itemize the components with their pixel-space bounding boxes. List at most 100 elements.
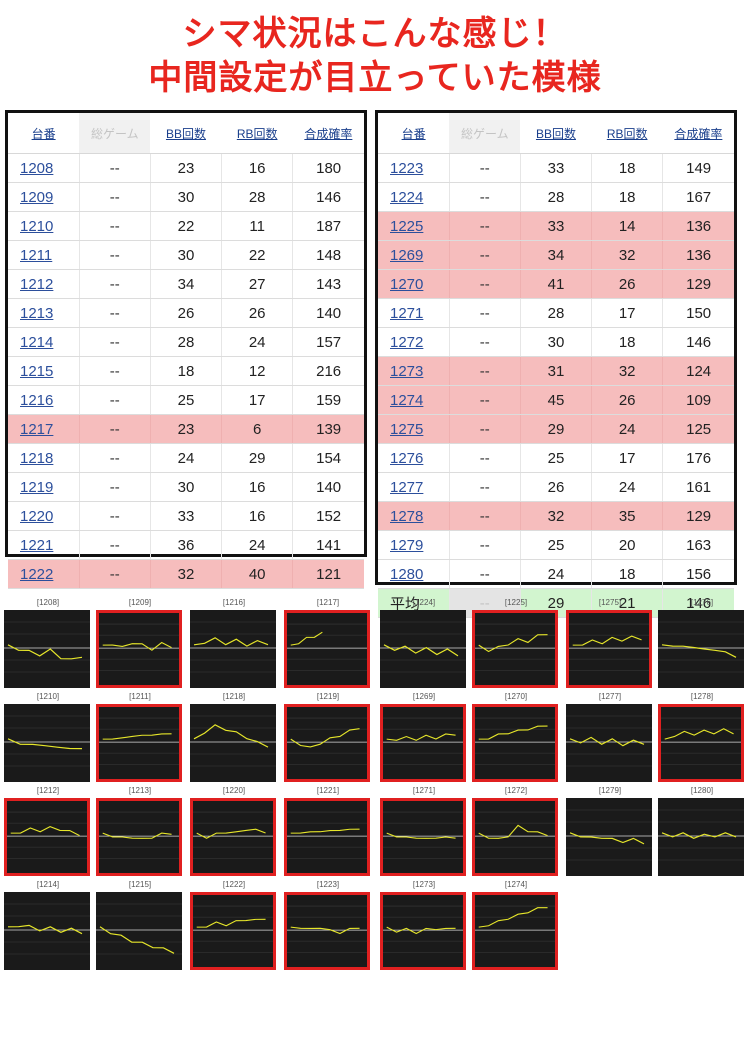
- slump-graph-card[interactable]: [1216]: [188, 598, 280, 690]
- machine-number-link[interactable]: 1273: [378, 356, 450, 386]
- machine-number-link[interactable]: 1211: [8, 240, 80, 270]
- machine-number-link[interactable]: 1216: [8, 385, 80, 415]
- total-games-cell: --: [78, 472, 151, 502]
- machine-number-link[interactable]: 1214: [8, 327, 80, 357]
- machine-number-link[interactable]: 1208: [8, 153, 80, 183]
- total-games-cell: --: [448, 530, 521, 560]
- slump-graph-card[interactable]: [1213]: [94, 786, 186, 878]
- machine-number-link[interactable]: 1210: [8, 211, 80, 241]
- total-games-cell: --: [78, 559, 151, 589]
- table-row: 1273 -- 31 32 124: [378, 356, 734, 386]
- header-combined-prob[interactable]: 合成確率: [662, 113, 734, 154]
- slump-graph: [96, 704, 182, 782]
- slump-graph-card[interactable]: [1211]: [94, 692, 186, 784]
- machine-number-link[interactable]: 1270: [378, 269, 450, 299]
- total-games-cell: --: [448, 327, 521, 357]
- slump-graph-card[interactable]: [1280]: [656, 786, 748, 878]
- slump-trend-line: [196, 828, 266, 839]
- machine-number-link[interactable]: 1278: [378, 501, 450, 531]
- slump-graph: [380, 704, 466, 782]
- total-games-cell: --: [78, 385, 151, 415]
- combined-prob-cell: 125: [662, 414, 734, 444]
- slump-graph-svg: [475, 905, 555, 953]
- combined-prob-cell: 180: [292, 153, 364, 183]
- slump-graph-card[interactable]: [1277]: [564, 692, 656, 784]
- slump-graph-card[interactable]: [1221]: [282, 786, 374, 878]
- slump-graph-card[interactable]: [1223]: [282, 880, 374, 972]
- slump-graph-card[interactable]: [1274]: [470, 880, 562, 972]
- machine-number-link[interactable]: 1220: [8, 501, 80, 531]
- slump-graph-svg: [569, 623, 649, 671]
- slump-graph-svg: [193, 811, 273, 859]
- header-combined-prob[interactable]: 合成確率: [292, 113, 364, 154]
- slump-graph-svg: [99, 717, 179, 765]
- slump-graph-card[interactable]: [1224]: [378, 598, 470, 690]
- slump-graph-card[interactable]: [1220]: [188, 786, 280, 878]
- machine-number-link[interactable]: 1223: [378, 153, 450, 183]
- rb-count-cell: 11: [221, 211, 293, 241]
- machine-number-link[interactable]: 1225: [378, 211, 450, 241]
- slump-graph-card[interactable]: [1276]: [656, 598, 748, 690]
- machine-number-link[interactable]: 1272: [378, 327, 450, 357]
- slump-graph-card[interactable]: [1208]: [2, 598, 94, 690]
- slump-graph-card[interactable]: [1273]: [378, 880, 470, 972]
- machine-number-link[interactable]: 1213: [8, 298, 80, 328]
- machine-number-link[interactable]: 1222: [8, 559, 80, 589]
- slump-graph-card[interactable]: [1270]: [470, 692, 562, 784]
- machine-number-link[interactable]: 1217: [8, 414, 80, 444]
- machine-number-link[interactable]: 1269: [378, 240, 450, 270]
- slump-graph: [4, 610, 90, 688]
- bb-count-cell: 25: [519, 443, 592, 473]
- table-row: 1274 -- 45 26 109: [378, 385, 734, 415]
- bb-count-cell: 33: [149, 501, 222, 531]
- slump-graph-card[interactable]: [1212]: [2, 786, 94, 878]
- header-rb-count[interactable]: RB回数: [591, 113, 663, 154]
- slump-graph-card[interactable]: [1217]: [282, 598, 374, 690]
- header-machine-no[interactable]: 台番: [8, 113, 80, 154]
- slump-trend-line: [478, 907, 548, 928]
- slump-graph-card[interactable]: [1269]: [378, 692, 470, 784]
- slump-graph-card[interactable]: [1222]: [188, 880, 280, 972]
- slump-trend-line: [290, 926, 360, 935]
- slump-graph-card[interactable]: [1225]: [470, 598, 562, 690]
- header-bb-count[interactable]: BB回数: [150, 113, 222, 154]
- machine-number-link[interactable]: 1224: [378, 182, 450, 212]
- slump-graph-card[interactable]: [1219]: [282, 692, 374, 784]
- header-machine-no[interactable]: 台番: [378, 113, 450, 154]
- machine-number-link[interactable]: 1209: [8, 182, 80, 212]
- slump-graph-card[interactable]: [1210]: [2, 692, 94, 784]
- machine-number-link[interactable]: 1280: [378, 559, 450, 589]
- slump-graph-card[interactable]: [1218]: [188, 692, 280, 784]
- slump-graph-card[interactable]: [1275]: [564, 598, 656, 690]
- machine-number-link[interactable]: 1215: [8, 356, 80, 386]
- slump-graph-card[interactable]: [1209]: [94, 598, 186, 690]
- slump-graph: [4, 704, 90, 782]
- slump-graph-card[interactable]: [1214]: [2, 880, 94, 972]
- header-rb-count[interactable]: RB回数: [221, 113, 293, 154]
- bb-count-cell: 30: [149, 182, 222, 212]
- machine-number-link[interactable]: 1219: [8, 472, 80, 502]
- total-games-cell: --: [448, 182, 521, 212]
- slump-graph-card[interactable]: [1271]: [378, 786, 470, 878]
- machine-number-link[interactable]: 1275: [378, 414, 450, 444]
- machine-number-link[interactable]: 1218: [8, 443, 80, 473]
- slump-graph-card[interactable]: [1279]: [564, 786, 656, 878]
- slump-trend-line: [572, 635, 642, 646]
- machine-number-link[interactable]: 1279: [378, 530, 450, 560]
- slump-graph: [658, 610, 744, 688]
- slump-graph-label: [1269]: [412, 692, 436, 701]
- machine-number-link[interactable]: 1271: [378, 298, 450, 328]
- slump-graph-card[interactable]: [1215]: [94, 880, 186, 972]
- slump-graph-svg: [661, 717, 741, 765]
- machine-number-link[interactable]: 1276: [378, 443, 450, 473]
- combined-prob-cell: 159: [292, 385, 364, 415]
- machine-number-link[interactable]: 1274: [378, 385, 450, 415]
- slump-trend-line: [10, 826, 80, 837]
- header-bb-count[interactable]: BB回数: [520, 113, 592, 154]
- machine-number-link[interactable]: 1212: [8, 269, 80, 299]
- slump-graph-card[interactable]: [1278]: [656, 692, 748, 784]
- headline-line-1: シマ状況はこんな感じ！: [182, 14, 568, 54]
- slump-graph-card[interactable]: [1272]: [470, 786, 562, 878]
- machine-number-link[interactable]: 1277: [378, 472, 450, 502]
- machine-number-link[interactable]: 1221: [8, 530, 80, 560]
